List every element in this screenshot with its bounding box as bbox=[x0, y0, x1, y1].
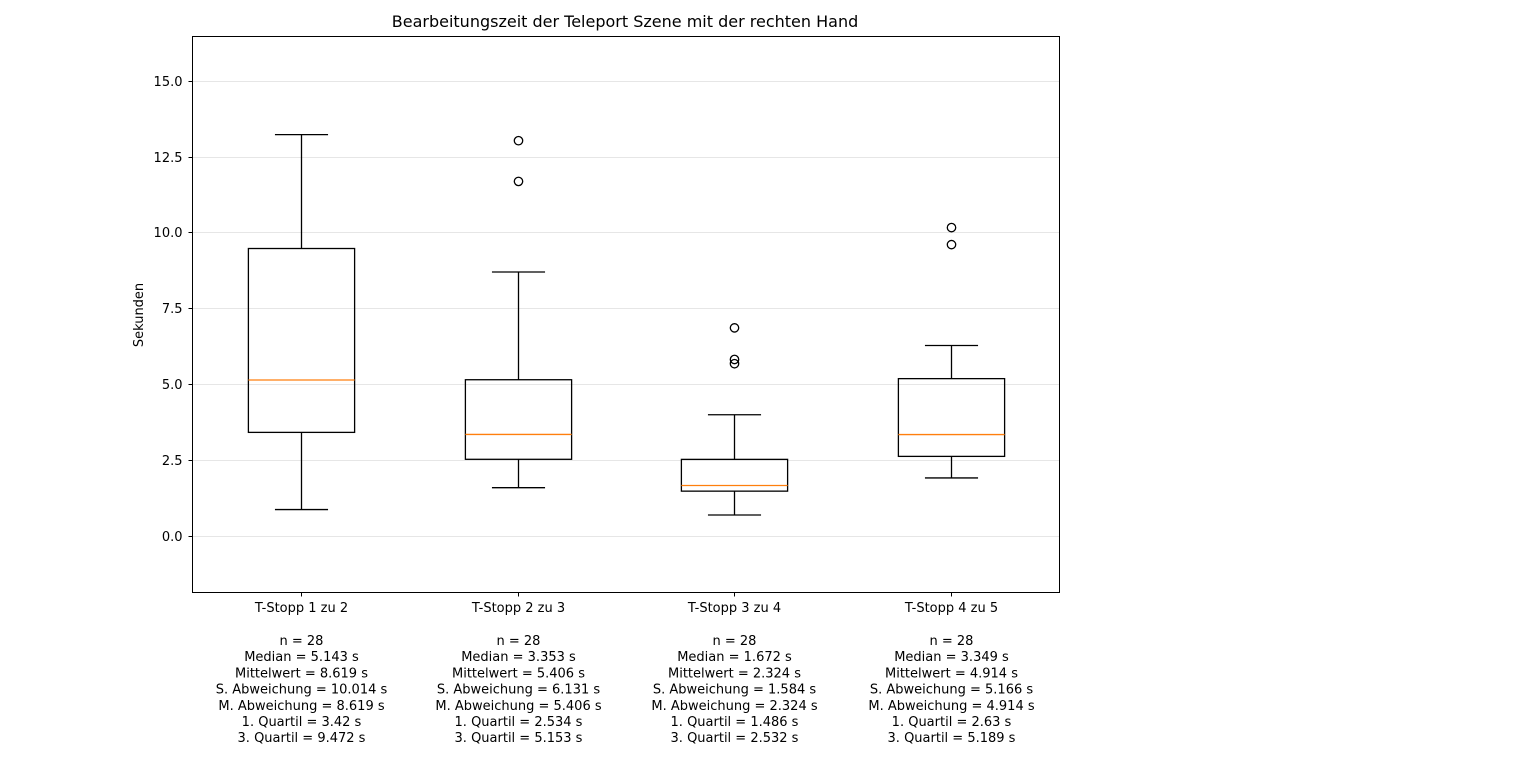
x-tick-label: T-Stopp 4 zu 5 bbox=[904, 601, 998, 616]
grid-lines bbox=[192, 81, 1060, 537]
stat-line: Mittelwert = 4.914 s bbox=[885, 666, 1018, 681]
x-tick-label: T-Stopp 2 zu 3 bbox=[471, 601, 565, 616]
stat-line: S. Abweichung = 10.014 s bbox=[216, 683, 388, 698]
stat-line: 1. Quartil = 3.42 s bbox=[242, 715, 362, 730]
box-group bbox=[247, 133, 356, 511]
stat-line: M. Abweichung = 4.914 s bbox=[868, 699, 1034, 714]
stat-line: S. Abweichung = 6.131 s bbox=[437, 683, 601, 698]
stat-line: n = 28 bbox=[713, 634, 757, 649]
x-tick-label: T-Stopp 3 zu 4 bbox=[687, 601, 781, 616]
stat-line: 3. Quartil = 5.153 s bbox=[455, 731, 583, 746]
iqr-box bbox=[897, 377, 1006, 458]
box-group bbox=[464, 135, 573, 489]
box-group bbox=[897, 222, 1006, 479]
stat-line: 3. Quartil = 9.472 s bbox=[238, 731, 366, 746]
stat-line: 1. Quartil = 1.486 s bbox=[671, 715, 799, 730]
stat-line: M. Abweichung = 5.406 s bbox=[435, 699, 601, 714]
y-tick-label: 12.5 bbox=[154, 151, 183, 166]
stat-line: 1. Quartil = 2.534 s bbox=[455, 715, 583, 730]
stat-line: Mittelwert = 5.406 s bbox=[452, 666, 585, 681]
box-group bbox=[680, 323, 789, 516]
y-axis: 0.0 2.5 5.0 7.5 10.0 12.5 15.0 bbox=[154, 75, 193, 545]
stat-line: Median = 1.672 s bbox=[677, 650, 792, 665]
plot-frame bbox=[192, 36, 1060, 593]
stat-line: n = 28 bbox=[930, 634, 974, 649]
stat-line: 3. Quartil = 2.532 s bbox=[671, 731, 799, 746]
stat-line: Median = 5.143 s bbox=[244, 650, 359, 665]
x-tick-label: T-Stopp 1 zu 2 bbox=[254, 601, 348, 616]
outlier-point bbox=[729, 323, 740, 333]
stat-line: n = 28 bbox=[280, 634, 324, 649]
stat-line: S. Abweichung = 5.166 s bbox=[870, 683, 1034, 698]
outlier-point bbox=[946, 222, 957, 233]
outlier-point bbox=[729, 354, 740, 365]
stat-line: 1. Quartil = 2.63 s bbox=[892, 715, 1012, 730]
y-axis-label: Sekunden bbox=[132, 283, 147, 347]
stat-line: M. Abweichung = 8.619 s bbox=[218, 699, 384, 714]
stat-line: n = 28 bbox=[497, 634, 541, 649]
y-tick-label: 0.0 bbox=[162, 530, 183, 545]
stat-line: M. Abweichung = 2.324 s bbox=[651, 699, 817, 714]
outlier-point bbox=[513, 135, 524, 146]
chart-title: Bearbeitungszeit der Teleport Szene mit … bbox=[392, 12, 858, 31]
iqr-box bbox=[247, 247, 356, 434]
outlier-point bbox=[513, 176, 524, 187]
stat-line: S. Abweichung = 1.584 s bbox=[653, 683, 817, 698]
box-layer bbox=[247, 133, 1006, 516]
stat-line: Median = 3.353 s bbox=[461, 650, 576, 665]
outlier-point bbox=[729, 358, 740, 369]
iqr-box bbox=[680, 458, 789, 492]
stat-line: Median = 3.349 s bbox=[894, 650, 1009, 665]
stat-line: Mittelwert = 8.619 s bbox=[235, 666, 368, 681]
stat-line: Mittelwert = 2.324 s bbox=[668, 666, 801, 681]
stat-line: 3. Quartil = 5.189 s bbox=[888, 731, 1016, 746]
y-tick-label: 10.0 bbox=[154, 226, 183, 241]
outlier-point bbox=[946, 239, 957, 250]
y-tick-label: 7.5 bbox=[162, 302, 183, 317]
iqr-box bbox=[464, 379, 573, 460]
y-tick-label: 2.5 bbox=[162, 454, 183, 469]
y-tick-label: 15.0 bbox=[154, 75, 183, 90]
y-tick-label: 5.0 bbox=[162, 378, 183, 393]
